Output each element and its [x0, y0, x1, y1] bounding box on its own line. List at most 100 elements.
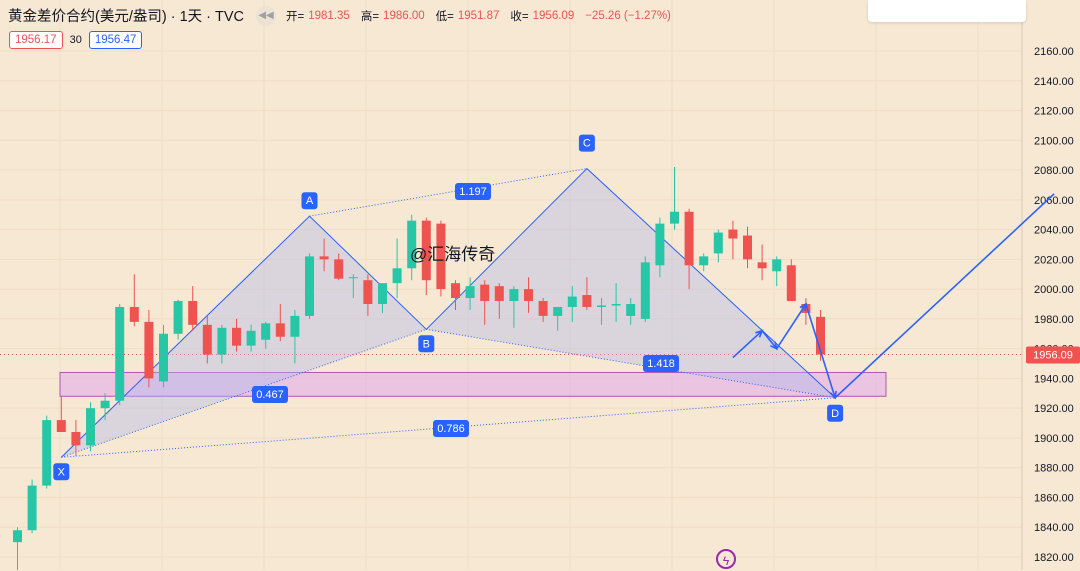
candle-body[interactable]	[71, 431, 81, 446]
ratio-label: 0.467	[256, 389, 284, 401]
xd-ratio-line	[61, 397, 836, 458]
bcd-triangle	[426, 168, 836, 398]
candle-body[interactable]	[611, 304, 621, 306]
ratio-badge	[433, 420, 469, 437]
candle-body[interactable]	[86, 408, 95, 446]
ratio-label: 1.418	[647, 358, 675, 370]
y-tick-label: 2040.00	[1034, 225, 1074, 237]
pattern-point-badge	[53, 463, 70, 481]
candle-body[interactable]	[275, 323, 285, 337]
candle-body[interactable]	[27, 485, 37, 531]
candle-body[interactable]	[451, 283, 460, 299]
candle-body[interactable]	[480, 284, 490, 302]
projection-path	[732, 193, 1055, 400]
y-tick-label: 1880.00	[1034, 463, 1074, 475]
candle-body[interactable]	[699, 256, 709, 266]
candle-body[interactable]	[494, 286, 504, 302]
y-tick-label: 2020.00	[1034, 254, 1074, 266]
bd-ratio-line	[426, 328, 836, 399]
candle-body[interactable]	[202, 324, 212, 355]
candle-body[interactable]	[582, 295, 592, 307]
pattern-point-label: B	[423, 338, 430, 350]
candle-body[interactable]	[640, 262, 650, 319]
top-panel[interactable]	[868, 0, 1026, 22]
y-tick-label: 1860.00	[1034, 492, 1074, 504]
y-tick-label: 2120.00	[1034, 106, 1074, 118]
pattern-point-label: A	[306, 195, 314, 207]
pattern-point-label: C	[583, 138, 591, 150]
y-tick-label: 2160.00	[1034, 46, 1074, 58]
y-tick-label: 2000.00	[1034, 284, 1074, 296]
candle-body[interactable]	[436, 223, 446, 290]
candle-body[interactable]	[786, 265, 796, 302]
candle-body[interactable]	[100, 400, 110, 409]
symbol-title[interactable]: 黄金差价合约(美元/盎司) · 1天 · TVC	[8, 9, 245, 25]
candle-body[interactable]	[56, 420, 66, 432]
buy-button[interactable]: 1956.47	[88, 31, 143, 49]
candle-body[interactable]	[757, 262, 767, 269]
candle-body[interactable]	[13, 530, 22, 543]
low-value: 1951.87	[457, 9, 500, 22]
candle-body[interactable]	[319, 256, 329, 260]
price-axis[interactable]	[1022, 0, 1080, 570]
candle-body[interactable]	[524, 289, 533, 302]
candle-body[interactable]	[772, 259, 782, 272]
pattern-point-label: X	[58, 466, 66, 478]
candle-body[interactable]	[305, 256, 314, 316]
candle-body[interactable]	[246, 330, 256, 346]
candle-body[interactable]	[553, 306, 563, 316]
candle-body[interactable]	[115, 306, 125, 401]
candle-body[interactable]	[217, 327, 227, 355]
candle-body[interactable]	[129, 306, 139, 322]
arrow-head	[799, 302, 807, 312]
arrow-head	[755, 329, 764, 338]
close-value: 1956.09	[532, 9, 575, 22]
candle-body[interactable]	[407, 220, 417, 269]
change-value: −25.26 (−1.27%)	[585, 9, 671, 22]
candle-body[interactable]	[728, 229, 738, 239]
candle-body[interactable]	[188, 301, 198, 325]
candle-body[interactable]	[392, 268, 402, 284]
candle-body[interactable]	[363, 280, 373, 304]
candle-body[interactable]	[670, 211, 679, 224]
candle-body[interactable]	[684, 211, 694, 266]
y-tick-label: 2100.00	[1034, 135, 1074, 147]
y-tick-label: 2080.00	[1034, 165, 1074, 177]
candle-body[interactable]	[173, 301, 183, 334]
open-value: 1981.35	[308, 9, 350, 22]
candle-body[interactable]	[144, 321, 154, 379]
candle-body[interactable]	[42, 420, 52, 486]
candle-body[interactable]	[465, 286, 475, 299]
candle-body[interactable]	[713, 232, 723, 254]
watermark-text: @汇海传奇	[410, 245, 496, 264]
candle-body[interactable]	[421, 220, 431, 281]
candle-body[interactable]	[378, 283, 387, 304]
candle-body[interactable]	[743, 235, 752, 260]
candle-body[interactable]	[655, 223, 665, 266]
arrow-head	[770, 341, 778, 351]
double-chevron-left-icon[interactable]: ◀◀	[256, 5, 277, 26]
y-tick-label: 1920.00	[1034, 403, 1074, 415]
y-tick-label: 1820.00	[1034, 552, 1074, 564]
current-price-tag	[1026, 346, 1080, 364]
y-tick-label: 1940.00	[1034, 373, 1074, 385]
pattern-point-badge	[578, 134, 595, 152]
candle-body[interactable]	[626, 304, 636, 316]
candle-body[interactable]	[816, 316, 825, 355]
lightning-bolt-icon[interactable]: ϟ	[716, 549, 736, 569]
candle-body[interactable]	[597, 305, 606, 307]
sell-button[interactable]: 1956.17	[9, 31, 63, 49]
candle-body[interactable]	[334, 259, 344, 279]
candle-body[interactable]	[261, 323, 271, 340]
candle-body[interactable]	[290, 315, 300, 337]
trade-row: 1956.17 30 1956.47	[9, 31, 143, 49]
candle-body[interactable]	[159, 333, 168, 382]
candle-body[interactable]	[567, 296, 577, 307]
ratio-label: 0.786	[437, 423, 465, 435]
candle-body[interactable]	[232, 327, 241, 346]
candle-body[interactable]	[348, 277, 358, 279]
candle-body[interactable]	[509, 289, 519, 302]
candle-body[interactable]	[538, 301, 548, 316]
y-tick-label: 1840.00	[1034, 522, 1074, 534]
